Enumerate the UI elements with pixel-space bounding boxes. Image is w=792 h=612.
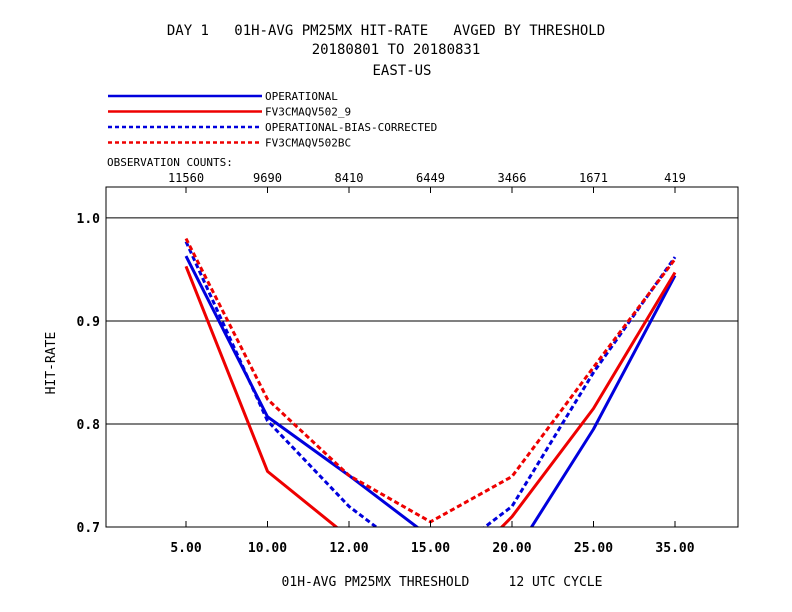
observation-count: 11560 bbox=[168, 171, 204, 185]
series-line-fv3cmaqv502-9 bbox=[184, 265, 677, 527]
x-axis: 5.00 10.00 12.00 15.00 20.00 25.00 35.00 bbox=[170, 187, 695, 556]
x-tick-label: 5.00 bbox=[170, 541, 201, 556]
series-line-fv3cmaqv502bc bbox=[184, 237, 677, 524]
series-line-operational bbox=[184, 255, 677, 527]
chart-title: DAY 1 01H-AVG PM25MX HIT-RATE AVGED BY T… bbox=[167, 23, 605, 39]
legend-label: FV3CMAQV502BC bbox=[265, 137, 351, 150]
chart-subtitle: 20180801 TO 20180831 bbox=[312, 42, 481, 58]
observation-counts-label: OBSERVATION COUNTS: bbox=[107, 156, 233, 169]
y-tick-label: 0.7 bbox=[77, 521, 100, 536]
legend-label: OPERATIONAL bbox=[265, 90, 338, 103]
grid-lines bbox=[106, 217, 738, 528]
x-tick-label: 35.00 bbox=[655, 541, 694, 556]
observation-count: 6449 bbox=[416, 171, 445, 185]
x-tick-label: 15.00 bbox=[411, 541, 450, 556]
legend: OPERATIONAL FV3CMAQV502_9 OPERATIONAL-BIAS… bbox=[108, 90, 437, 150]
series-line-operational-bias-corrected bbox=[184, 240, 677, 527]
y-axis: 1.0 0.9 0.8 0.7 bbox=[77, 212, 101, 536]
chart-region: EAST-US bbox=[372, 63, 431, 79]
y-tick-label: 0.9 bbox=[77, 315, 100, 330]
x-axis-label: 01H-AVG PM25MX THRESHOLD 12 UTC CYCLE bbox=[282, 575, 603, 590]
x-tick-label: 10.00 bbox=[248, 541, 287, 556]
observation-counts: 11560 9690 8410 6449 3466 1671 419 bbox=[168, 171, 686, 185]
legend-label: OPERATIONAL-BIAS-CORRECTED bbox=[265, 121, 437, 134]
plot-frame bbox=[105, 186, 739, 528]
observation-count: 8410 bbox=[335, 171, 364, 185]
y-tick-label: 0.8 bbox=[77, 418, 101, 433]
y-tick-label: 1.0 bbox=[77, 212, 101, 227]
observation-count: 1671 bbox=[579, 171, 608, 185]
observation-count: 9690 bbox=[253, 171, 282, 185]
x-tick-label: 20.00 bbox=[492, 541, 531, 556]
legend-label: FV3CMAQV502_9 bbox=[265, 106, 351, 119]
observation-count: 3466 bbox=[498, 171, 527, 185]
x-tick-label: 12.00 bbox=[329, 541, 368, 556]
observation-count: 419 bbox=[664, 171, 686, 185]
x-tick-label: 25.00 bbox=[574, 541, 613, 556]
y-axis-label: HIT-RATE bbox=[44, 332, 59, 395]
